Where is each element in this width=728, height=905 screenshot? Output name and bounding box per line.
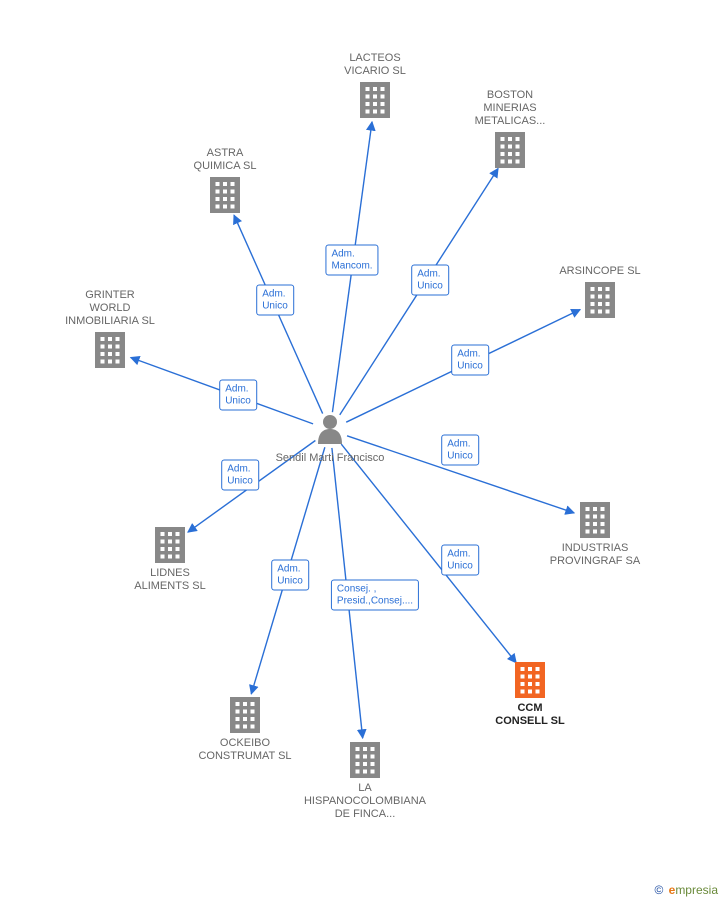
edge-hispano bbox=[332, 448, 363, 738]
copyright-symbol: © bbox=[654, 883, 663, 897]
company-node-astra[interactable] bbox=[210, 177, 240, 213]
company-node-hispano[interactable] bbox=[350, 742, 380, 778]
edge-ccm bbox=[341, 444, 516, 663]
company-node-arsincope[interactable] bbox=[585, 282, 615, 318]
company-node-industrias[interactable] bbox=[580, 502, 610, 538]
company-node-lidnes[interactable] bbox=[155, 527, 185, 563]
company-node-grinter[interactable] bbox=[95, 332, 125, 368]
network-svg bbox=[0, 0, 728, 905]
person-icon bbox=[318, 415, 342, 444]
edge-astra bbox=[234, 215, 323, 413]
edge-arsincope bbox=[346, 310, 580, 423]
edge-grinter bbox=[131, 358, 313, 424]
company-node-boston[interactable] bbox=[495, 132, 525, 168]
edge-lacteos bbox=[332, 122, 372, 412]
edge-ockeibo bbox=[251, 447, 325, 694]
watermark: © empresia bbox=[654, 883, 718, 897]
edge-industrias bbox=[347, 436, 574, 513]
brand-rest: mpresia bbox=[675, 883, 718, 897]
company-node-ccm[interactable] bbox=[515, 662, 545, 698]
company-node-lacteos[interactable] bbox=[360, 82, 390, 118]
company-node-ockeibo[interactable] bbox=[230, 697, 260, 733]
edge-boston bbox=[340, 169, 498, 415]
edge-lidnes bbox=[188, 441, 316, 533]
